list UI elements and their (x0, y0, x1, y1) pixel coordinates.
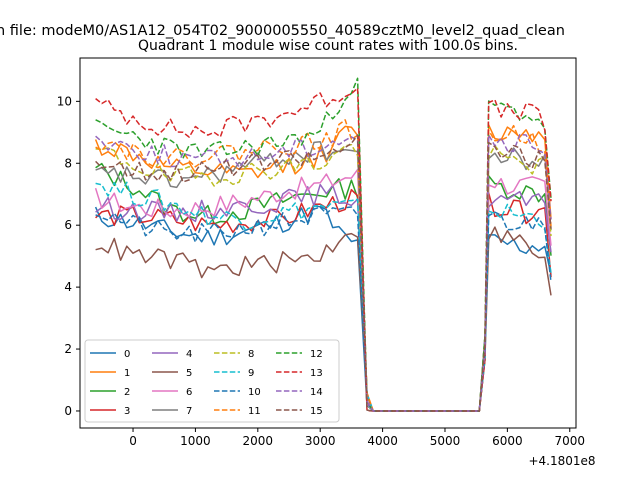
legend-label: 0 (124, 349, 130, 360)
x-tick-label: 2000 (243, 434, 274, 448)
figure-suptitle: n file: modeM0/AS1A12_054T02_9000005550_… (0, 23, 565, 39)
y-tick-label: 10 (57, 94, 72, 108)
y-tick-label: 4 (64, 280, 72, 294)
x-tick-label: 6000 (492, 434, 523, 448)
legend-label: 14 (310, 387, 323, 398)
y-tick-label: 6 (64, 218, 72, 232)
legend-label: 7 (186, 406, 192, 417)
legend-label: 6 (186, 387, 192, 398)
y-tick-label: 8 (64, 156, 72, 170)
legend-label: 12 (310, 349, 323, 360)
x-tick-label: 1000 (180, 434, 211, 448)
legend-label: 13 (310, 368, 323, 379)
legend-label: 8 (248, 349, 254, 360)
legend-label: 3 (124, 406, 130, 417)
x-tick-label: 7000 (554, 434, 585, 448)
legend-label: 1 (124, 368, 130, 379)
x-tick-label: 5000 (430, 434, 461, 448)
legend-label: 15 (310, 406, 323, 417)
legend-label: 2 (124, 387, 130, 398)
x-tick-label: 4000 (367, 434, 398, 448)
x-axis-offset-label: +4.1801e8 (528, 454, 595, 468)
legend-label: 10 (248, 387, 261, 398)
chart-title: Quadrant 1 module wise count rates with … (138, 38, 518, 54)
legend-label: 5 (186, 368, 192, 379)
y-tick-label: 2 (64, 342, 72, 356)
legend-label: 11 (248, 406, 261, 417)
y-tick-label: 0 (64, 404, 72, 418)
legend-label: 4 (186, 349, 192, 360)
legend-label: 9 (248, 368, 254, 379)
x-tick-label: 0 (129, 434, 137, 448)
x-tick-label: 3000 (305, 434, 336, 448)
